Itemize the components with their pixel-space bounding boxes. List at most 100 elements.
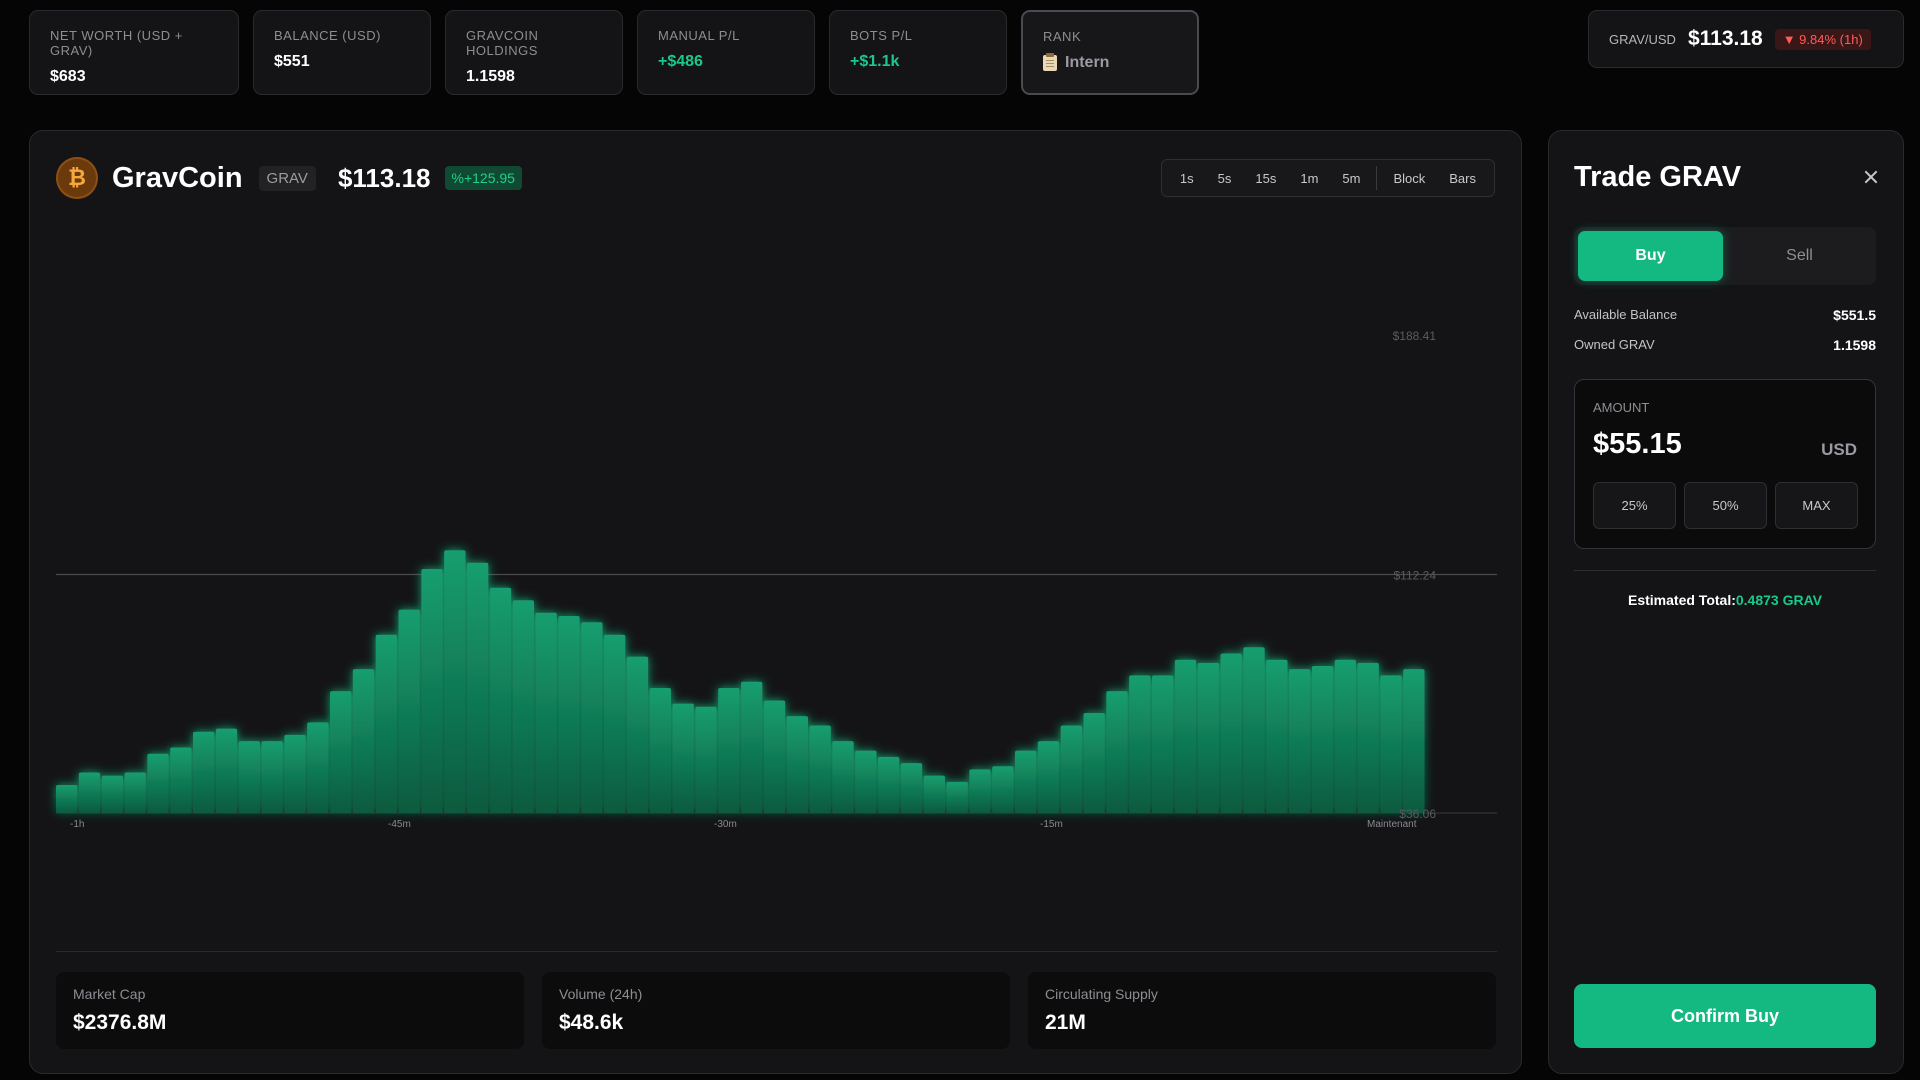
amount-label: AMOUNT: [1593, 400, 1650, 415]
chart-bar: [969, 769, 991, 813]
chart-bar: [604, 634, 626, 813]
holdings-value: 1.1598: [466, 68, 515, 85]
chart-bar: [352, 669, 375, 813]
chart-bar: [170, 747, 192, 813]
chart-bar: [1403, 669, 1425, 813]
chart-bar: [923, 775, 945, 813]
view-block-button[interactable]: Block: [1393, 170, 1426, 186]
chart-bar: [307, 722, 329, 813]
y-tick-max: $188.41: [1393, 329, 1437, 343]
x-tick-45m: -45m: [388, 819, 411, 830]
chart-bar: [1083, 713, 1105, 813]
balance-value: $551: [274, 53, 310, 70]
interval-5s-button[interactable]: 5s: [1217, 170, 1232, 186]
chart-bar: [1220, 653, 1242, 813]
percent-25-button[interactable]: 25%: [1593, 482, 1676, 529]
percent-max-button[interactable]: MAX: [1775, 482, 1858, 529]
tab-sell[interactable]: Sell: [1786, 247, 1813, 264]
estimated-total-value: 0.4873 GRAV: [1735, 592, 1822, 608]
x-tick-1h: -1h: [70, 819, 84, 830]
ticker-pair: GRAV/USD: [1609, 31, 1676, 47]
chart-bar: [147, 753, 169, 813]
interval-5m-button[interactable]: 5m: [1342, 170, 1361, 186]
trade-divider: [1574, 570, 1876, 571]
chart-bar: [900, 763, 923, 813]
chart-bar: [56, 785, 78, 813]
chart-bar: [1380, 675, 1402, 813]
trade-title: Trade GRAV: [1574, 161, 1742, 193]
x-tick-now: Maintenant: [1367, 819, 1417, 830]
volume-value: $48.6k: [559, 1011, 624, 1034]
chart-bar: [1060, 725, 1082, 813]
amount-input[interactable]: $55.15: [1593, 428, 1682, 460]
chart-bar: [992, 766, 1014, 813]
chart-bar: [238, 741, 260, 813]
chart-bar: [78, 772, 101, 813]
chart-bar: [1129, 675, 1151, 813]
y-tick-min: $36.06: [1399, 807, 1436, 821]
chart-bar: [581, 622, 603, 813]
chart-bar: [489, 587, 512, 813]
chart-bar: [261, 741, 283, 813]
stats-row: NET WORTH (USD + GRAV) $683 BALANCE (USD…: [29, 10, 1199, 95]
bots-pl-label: BOTS P/L: [850, 28, 913, 43]
chart-bar: [1015, 750, 1037, 813]
chart-bar: [763, 700, 786, 813]
market-cap-label: Market Cap: [73, 986, 146, 1002]
rank-card[interactable]: RANK Intern: [1021, 10, 1199, 95]
market-cap-value: $2376.8M: [73, 1011, 167, 1034]
chart-bar: [558, 615, 580, 813]
chart-bar: [626, 656, 649, 813]
rank-label: RANK: [1043, 29, 1082, 44]
owned-value: 1.1598: [1833, 337, 1876, 353]
view-bars-button[interactable]: Bars: [1449, 170, 1476, 186]
chart-bar: [1037, 741, 1060, 813]
coin-change-badge: %+125.95: [444, 166, 522, 190]
confirm-buy-button[interactable]: Confirm Buy: [1574, 984, 1876, 1048]
chart-bar: [741, 681, 763, 813]
volume-card: Volume (24h) $48.6k: [542, 972, 1010, 1049]
trade-panel: Trade GRAV Buy Sell Available Balance $5…: [1548, 130, 1904, 1074]
estimated-total: Estimated Total:0.4873 GRAV: [1574, 592, 1876, 608]
supply-card: Circulating Supply 21M: [1028, 972, 1496, 1049]
manual-pl-value: +$486: [658, 53, 703, 70]
chart-bar: [124, 772, 146, 813]
balance-card: BALANCE (USD) $551: [253, 10, 431, 95]
interval-1m-button[interactable]: 1m: [1300, 170, 1319, 186]
chart-bar: [1357, 662, 1379, 813]
chart-bar: [1106, 691, 1128, 813]
chart-bar: [1311, 666, 1334, 813]
interval-15s-button[interactable]: 15s: [1255, 170, 1277, 186]
price-chart-svg: $188.41 $112.24 $36.06 -1h -45m -30m -15…: [56, 329, 1497, 830]
price-chart[interactable]: $188.41 $112.24 $36.06 -1h -45m -30m -15…: [56, 221, 1497, 833]
chart-bar: [718, 687, 740, 813]
amount-box: AMOUNT $55.15 USD 25% 50% MAX: [1574, 379, 1876, 549]
bots-pl-card: BOTS P/L +$1.1k: [829, 10, 1007, 95]
estimated-total-label: Estimated Total:: [1628, 592, 1736, 608]
manual-pl-card: MANUAL P/L +$486: [637, 10, 815, 95]
amount-currency: USD: [1821, 440, 1857, 459]
chart-bar: [467, 562, 489, 813]
interval-selector: 1s 5s 15s 1m 5m Block Bars: [1160, 159, 1495, 197]
close-icon[interactable]: [1863, 169, 1879, 185]
chart-panel: ₿ GravCoin GRAV $113.18 %+125.95 1s 5s 1…: [29, 130, 1522, 1074]
chart-bar: [1243, 647, 1265, 813]
rank-value-wrap: Intern: [1043, 53, 1177, 72]
holdings-card: GRAVCOIN HOLDINGS 1.1598: [445, 10, 623, 95]
percent-buttons: 25% 50% MAX: [1593, 482, 1858, 529]
net-worth-card: NET WORTH (USD + GRAV) $683: [29, 10, 239, 95]
interval-1s-button[interactable]: 1s: [1179, 170, 1194, 186]
ticker-price: $113.18: [1687, 27, 1763, 50]
chart-bar: [786, 716, 808, 813]
chart-bar: [878, 756, 900, 813]
chart-bar: [284, 734, 306, 813]
available-balance-value: $551.5: [1833, 307, 1876, 323]
net-worth-label: NET WORTH (USD + GRAV): [50, 28, 183, 58]
ticker-change-badge: ▼ 9.84% (1h): [1774, 28, 1871, 50]
holdings-label: GRAVCOIN HOLDINGS: [466, 28, 539, 58]
chart-bar: [1334, 659, 1356, 813]
chart-bar: [193, 731, 215, 813]
tab-buy[interactable]: Buy: [1578, 231, 1723, 281]
coin-header: ₿ GravCoin GRAV $113.18 %+125.95: [56, 157, 522, 199]
percent-50-button[interactable]: 50%: [1684, 482, 1767, 529]
